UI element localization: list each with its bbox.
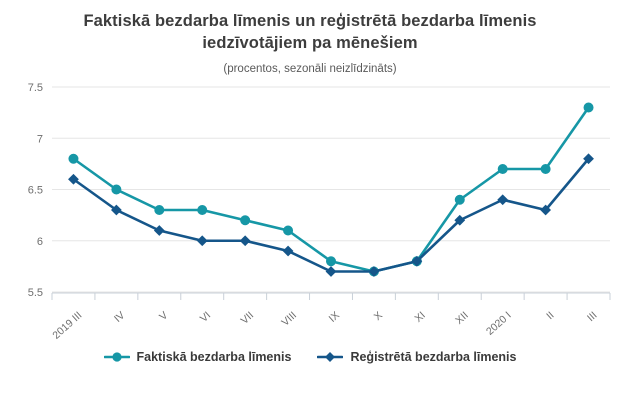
svg-text:7.5: 7.5 <box>28 82 43 94</box>
legend-swatch-circle-icon <box>103 351 130 362</box>
svg-text:6: 6 <box>37 235 43 247</box>
svg-text:7: 7 <box>37 133 43 145</box>
svg-text:V: V <box>157 309 170 323</box>
legend-item-registreta: Reģistrētā bezdarba līmenis <box>317 350 516 364</box>
svg-text:X: X <box>372 309 385 323</box>
svg-text:VII: VII <box>239 309 257 327</box>
line-chart: 5.5 6 6.5 7 7.5 2019 III IV V VI VII VIII IX X XI XII 2… <box>28 82 611 341</box>
chart-area: 5.5 6 6.5 7 7.5 2019 III IV V VI VII VIII IX X XI XII 2… <box>0 77 620 350</box>
svg-text:VIII: VIII <box>279 309 299 328</box>
svg-text:2020 I: 2020 I <box>484 309 514 337</box>
legend-label-registreta: Reģistrētā bezdarba līmenis <box>350 349 517 364</box>
chart-legend: Faktiskā bezdarba līmenis Reģistrētā bez… <box>0 350 620 364</box>
svg-text:III: III <box>585 309 600 324</box>
svg-text:2019 III: 2019 III <box>50 309 84 341</box>
legend-label-faktiska: Faktiskā bezdarba līmenis <box>136 349 292 364</box>
svg-text:II: II <box>544 309 556 322</box>
chart-subtitle: (procentos, sezonāli neizlīdzināts) <box>223 62 397 75</box>
svg-text:VI: VI <box>198 309 213 325</box>
svg-text:XI: XI <box>412 309 427 325</box>
svg-text:6.5: 6.5 <box>28 184 43 196</box>
legend-swatch-diamond-icon <box>317 351 344 362</box>
svg-text:5.5: 5.5 <box>28 287 43 299</box>
svg-text:XII: XII <box>453 309 471 327</box>
svg-text:IX: IX <box>327 309 342 325</box>
legend-item-faktiska: Faktiskā bezdarba līmenis <box>103 349 292 364</box>
svg-text:IV: IV <box>112 309 127 325</box>
chart-title: Faktiskā bezdarba līmenis un reģistrētā … <box>83 12 537 53</box>
